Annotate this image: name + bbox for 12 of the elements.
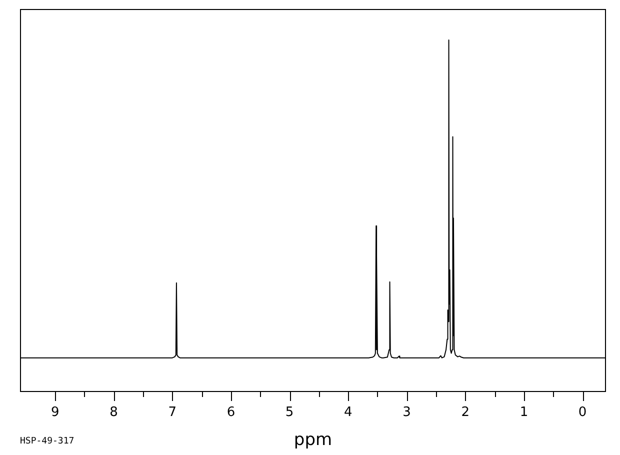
x-tick-label: 2	[461, 405, 470, 420]
x-tick-label: 6	[226, 405, 236, 420]
x-tick-label: 8	[110, 405, 118, 420]
x-tick-label: 3	[402, 405, 411, 420]
x-tick-label: 1	[520, 405, 528, 420]
x-tick-label: 9	[51, 405, 60, 420]
x-tick-label: 4	[344, 405, 352, 420]
x-tick-label: 7	[168, 405, 176, 420]
x-tick-label: 0	[578, 405, 587, 420]
text: HSP-49-317	[20, 436, 74, 446]
x-axis-title: ppm	[294, 430, 332, 450]
x-tick-label: 5	[285, 405, 294, 420]
